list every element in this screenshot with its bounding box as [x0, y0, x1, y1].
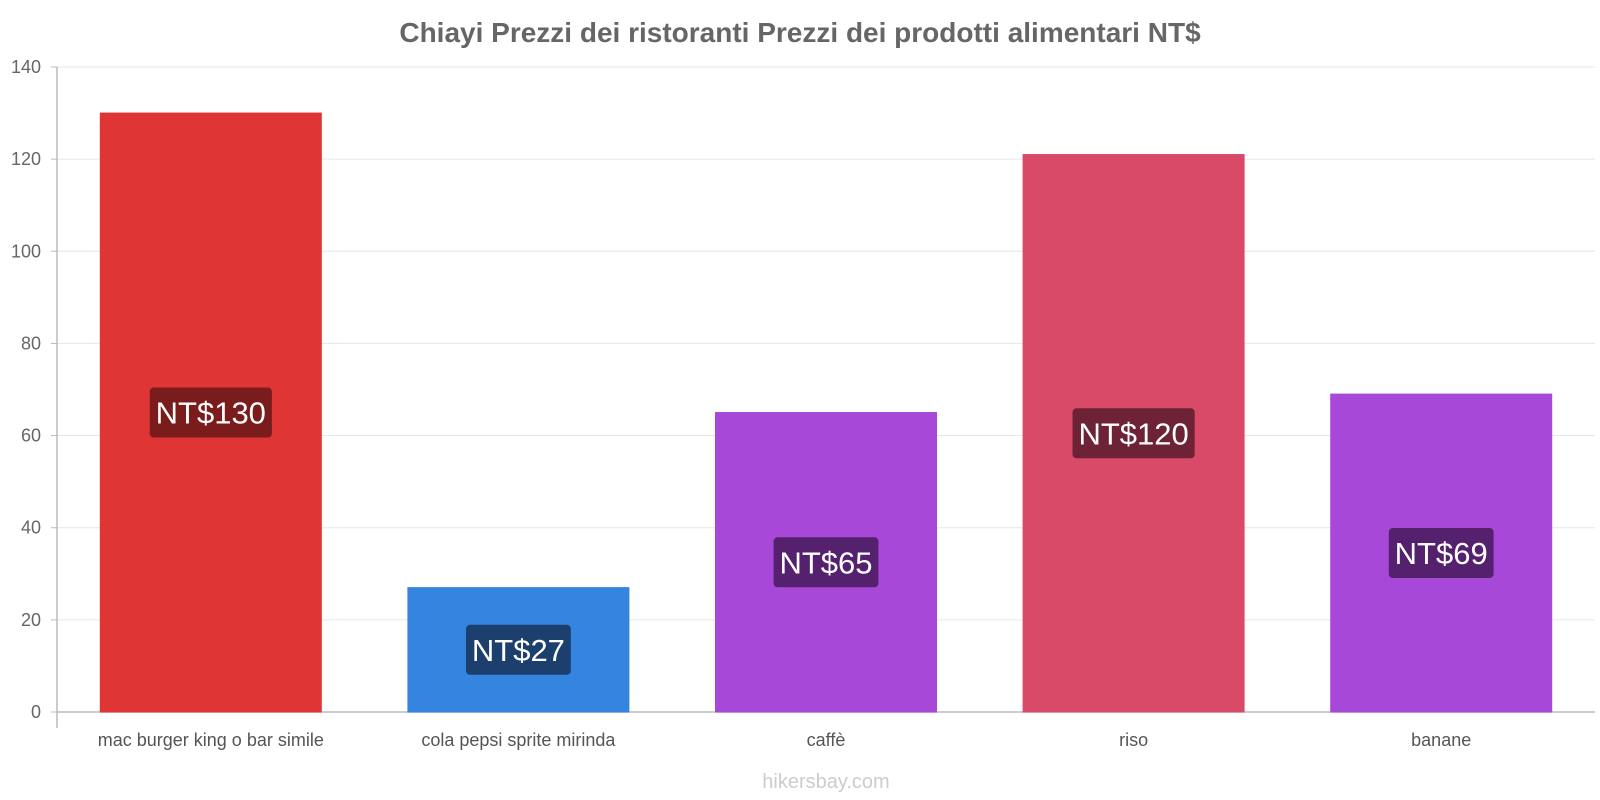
data-label-box [1388, 528, 1494, 579]
y-tick-label: 140 [11, 57, 41, 77]
y-tick-label: 80 [21, 333, 41, 353]
y-tick-label: 40 [21, 518, 41, 538]
x-axis-labels: mac burger king o bar simile cola pepsi s… [98, 730, 1471, 750]
data-label: NT$69 [1395, 536, 1488, 571]
data-label-box [773, 537, 879, 588]
y-tick-label: 60 [21, 426, 41, 446]
y-tick-label: 100 [11, 241, 41, 261]
data-label-box [149, 387, 272, 438]
watermark: hikersbay.com [762, 771, 889, 793]
x-tick-label: cola pepsi sprite mirinda [421, 730, 616, 750]
x-tick-label: riso [1119, 730, 1148, 750]
data-label: NT$130 [156, 396, 266, 431]
bars [99, 112, 1553, 713]
data-label: NT$27 [472, 633, 565, 668]
x-tick-label: caffè [807, 730, 846, 750]
x-tick-label: mac burger king o bar simile [98, 730, 324, 750]
value-labels: NT$130 NT$27 NT$65 NT$120 NT$69 [149, 387, 1494, 675]
data-label-box [466, 624, 571, 675]
data-label: NT$120 [1078, 416, 1188, 451]
x-tick-label: banane [1411, 730, 1471, 750]
data-label: NT$65 [779, 545, 872, 580]
chart-title: Chiayi Prezzi dei ristoranti Prezzi dei … [399, 17, 1201, 48]
y-tick-label: 120 [11, 149, 41, 169]
y-tick-label: 20 [21, 610, 41, 630]
y-tick-label: 0 [31, 702, 41, 722]
data-label-box [1072, 408, 1195, 459]
y-axis-ticks: 0 20 40 60 80 100 120 140 [11, 57, 57, 722]
